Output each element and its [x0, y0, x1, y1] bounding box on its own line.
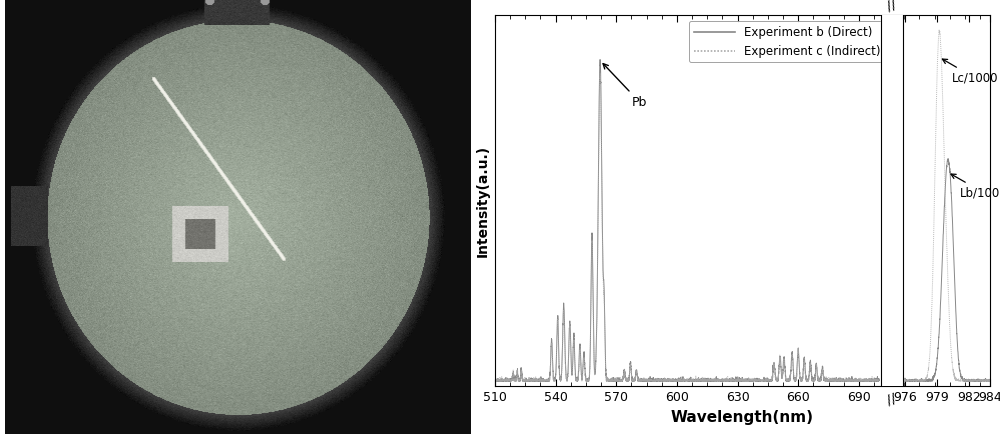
X-axis label: Wavelength(nm): Wavelength(nm)	[671, 410, 814, 425]
Legend: Experiment b (Direct), Experiment c (Indirect): Experiment b (Direct), Experiment c (Ind…	[689, 21, 886, 62]
Text: //: //	[885, 391, 899, 408]
Text: //: //	[885, 0, 899, 13]
Y-axis label: Intensity(a.u.): Intensity(a.u.)	[475, 145, 489, 257]
Text: Lc/1000: Lc/1000	[942, 59, 998, 84]
Text: Lb/1000: Lb/1000	[951, 174, 1000, 199]
Bar	[881, 15, 903, 386]
Text: Pb: Pb	[603, 64, 647, 109]
